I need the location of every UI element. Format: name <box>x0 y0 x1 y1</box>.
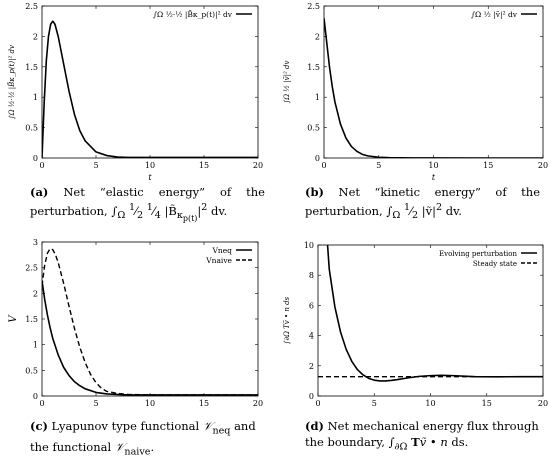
y-tick-label: 0.5 <box>25 124 38 133</box>
x-tick-label: 5 <box>93 399 98 408</box>
caption-c: (c) Lyapunov type functional 𝒱neq and th… <box>30 419 256 458</box>
x-tick-label: 10 <box>145 161 155 170</box>
y-tick-label: 1 <box>33 93 38 102</box>
y-axis-label: ∫Ω ½·½ |B̃κ_p(t)|² dv <box>8 45 16 119</box>
y-tick-label: 0 <box>309 392 314 401</box>
y-axis-label: ∫∂Ω Tṽ • n ds <box>283 296 291 344</box>
y-tick-label: 1.5 <box>307 63 320 72</box>
caption-d: (d) Net mechanical energy flux through t… <box>305 419 539 453</box>
y-axis-label: ∫Ω ½ |ṽ|² dv <box>283 61 291 104</box>
legend-label: ∫Ω ½·½ |B̃κ_p(t)|² dv <box>152 10 233 19</box>
y-tick-label: 1 <box>315 93 320 102</box>
legend-label: Steady state <box>473 260 517 268</box>
legend-label: ∫Ω ½ |ṽ|² dv <box>470 10 518 19</box>
y-tick-label: 2.5 <box>25 2 38 11</box>
x-axis-label: t <box>432 173 436 182</box>
x-tick-label: 15 <box>199 399 209 408</box>
plot-frame <box>323 5 544 159</box>
y-tick-label: 0 <box>315 154 320 163</box>
x-tick-label: 15 <box>199 161 209 170</box>
x-tick-label: 0 <box>321 161 326 170</box>
x-tick-label: 20 <box>538 161 548 170</box>
legend-label: Vneq <box>212 246 233 255</box>
plot-frame <box>41 241 259 397</box>
x-tick-label: 15 <box>482 399 492 408</box>
y-tick-label: 0 <box>33 392 38 401</box>
y-tick-label: 10 <box>304 241 314 250</box>
x-tick-label: 10 <box>425 399 435 408</box>
y-tick-label: 2 <box>315 32 320 41</box>
y-tick-label: 1.5 <box>25 315 38 324</box>
y-tick-label: 2 <box>309 362 314 371</box>
x-tick-label: 5 <box>376 161 381 170</box>
y-tick-label: 2.5 <box>25 264 38 273</box>
y-tick-label: 6 <box>309 301 314 310</box>
x-tick-label: 20 <box>538 399 548 408</box>
y-tick-label: 2 <box>33 289 38 298</box>
y-tick-label: 1 <box>33 341 38 350</box>
series-line-1 <box>42 247 258 396</box>
x-tick-label: 20 <box>253 399 263 408</box>
y-axis-label: V <box>8 314 19 323</box>
y-tick-label: 1.5 <box>25 63 38 72</box>
y-tick-label: 0 <box>33 154 38 163</box>
caption-b: (b) Net “kinetic energy” of the perturba… <box>305 185 540 222</box>
chart-a: 0 5 10 15 20 0 0.5 1 1.5 2 2.5 t ∫Ω ½·½ |B̃κ_p(t)|² … <box>8 2 263 182</box>
caption-a: (a) Net “elastic energy” of the perturba… <box>30 185 265 224</box>
x-tick-label: 0 <box>39 161 44 170</box>
x-tick-label: 10 <box>145 399 155 408</box>
x-tick-label: 0 <box>315 399 320 408</box>
series-line-0 <box>42 280 258 396</box>
legend-label: Evolving perturbation <box>439 250 517 258</box>
y-tick-label: 2.5 <box>307 2 320 11</box>
x-tick-label: 10 <box>428 161 438 170</box>
y-tick-label: 3 <box>33 238 38 247</box>
y-tick-label: 8 <box>309 271 314 280</box>
x-tick-label: 5 <box>93 161 98 170</box>
series-line-0 <box>324 18 543 158</box>
legend-label: Vnaive <box>205 256 232 265</box>
x-axis-label: t <box>148 173 152 182</box>
chart-b: 0 5 10 15 20 0 0.5 1 1.5 2 2.5 t ∫Ω ½ |ṽ|² dv ∫Ω ½ |ṽ… <box>283 2 548 182</box>
y-tick-label: 2 <box>33 32 38 41</box>
y-tick-label: 0.5 <box>25 366 38 375</box>
x-tick-label: 15 <box>483 161 493 170</box>
series-line-0 <box>42 20 258 158</box>
x-tick-label: 0 <box>39 399 44 408</box>
x-tick-label: 20 <box>253 161 263 170</box>
y-tick-label: 0.5 <box>307 124 320 133</box>
plot-frame <box>41 5 259 159</box>
x-tick-label: 5 <box>372 399 377 408</box>
y-tick-label: 4 <box>309 332 314 341</box>
